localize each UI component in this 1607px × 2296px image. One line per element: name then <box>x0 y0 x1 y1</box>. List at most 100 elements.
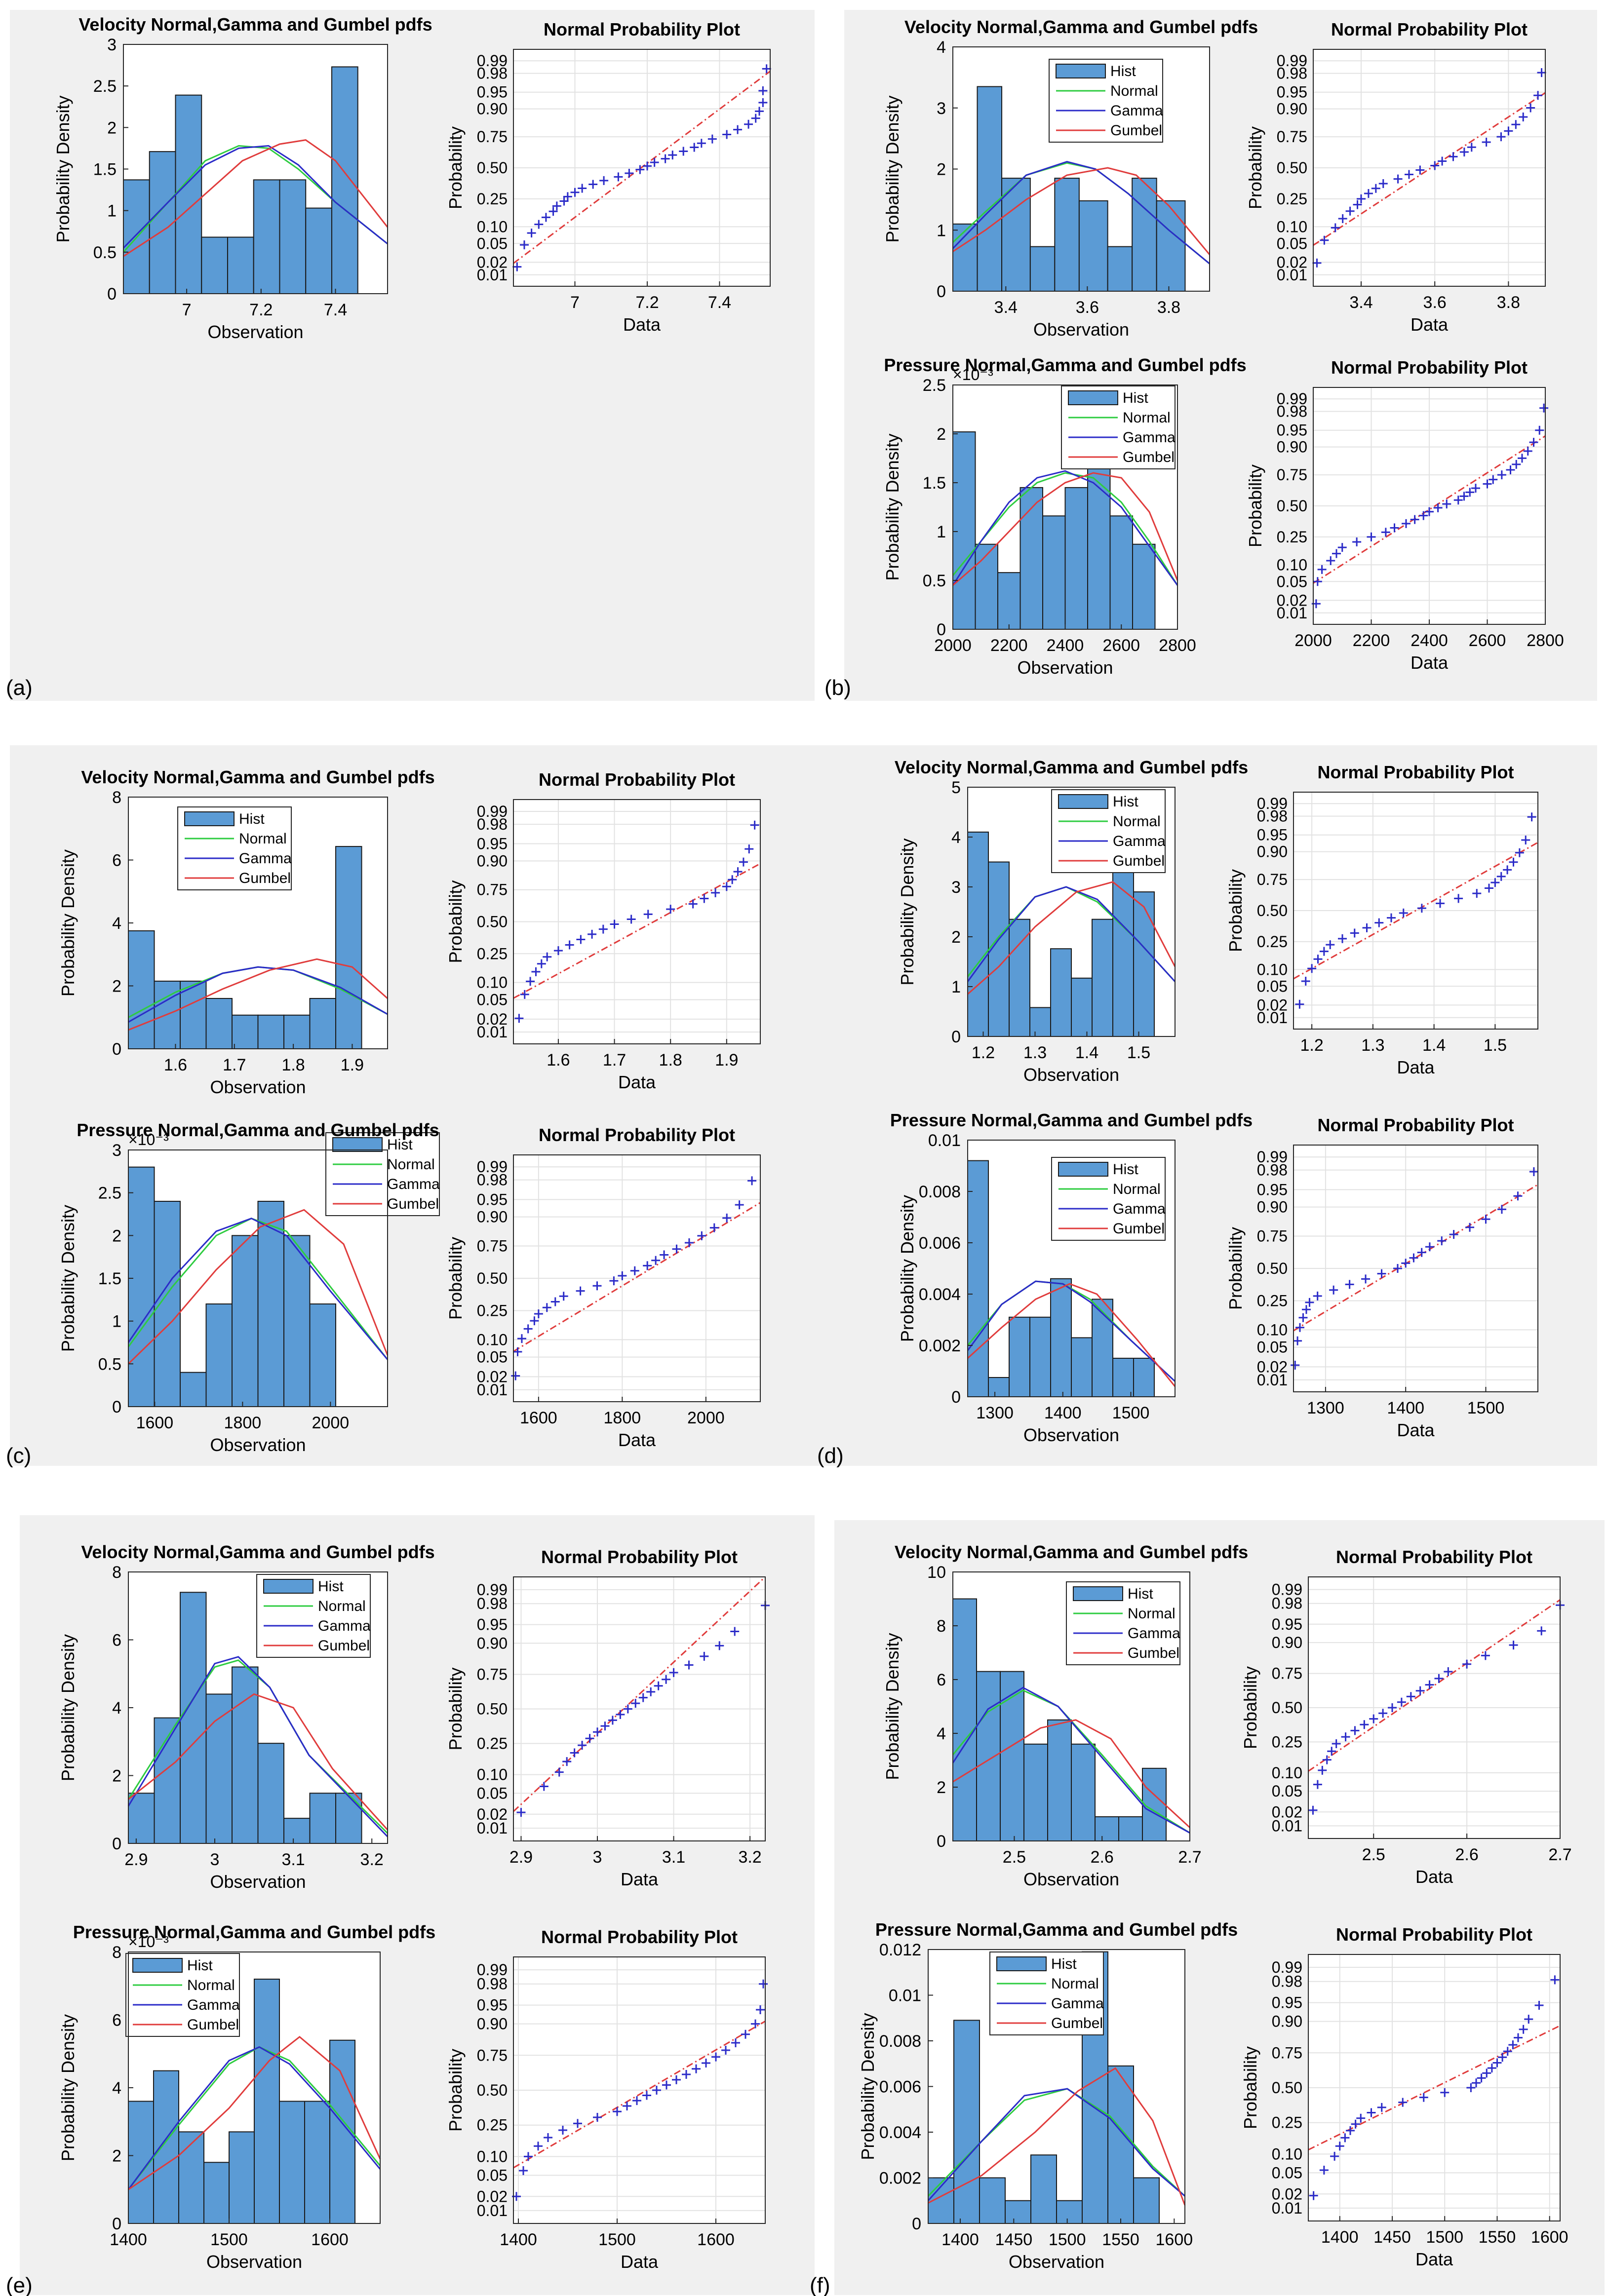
y-tick-label: 0.90 <box>477 100 508 118</box>
data-marker <box>1437 1236 1447 1246</box>
y-tick-label: 0.5 <box>923 572 946 590</box>
x-tick-label: 7.2 <box>249 301 273 319</box>
y-tick-label: 0.05 <box>477 991 508 1009</box>
x-tick-label: 1.8 <box>281 1056 305 1074</box>
probability-subplot: 0.010.020.050.100.250.500.750.900.950.98… <box>445 769 761 1092</box>
legend-label: Gamma <box>318 1618 371 1634</box>
data-marker <box>1399 908 1408 918</box>
y-tick-label: 0.75 <box>477 1237 508 1255</box>
y-tick-label: 0.99 <box>1272 1581 1302 1599</box>
legend-label: Gamma <box>1128 1625 1180 1642</box>
data-marker <box>709 1223 719 1232</box>
x-axis-label: Data <box>1397 1057 1435 1077</box>
probability-subplot: 0.010.020.050.100.250.500.750.900.950.98… <box>1225 1115 1538 1440</box>
data-marker <box>1301 1305 1311 1314</box>
x-tick-label: 2400 <box>1047 636 1084 655</box>
data-marker <box>669 1668 678 1677</box>
data-marker <box>613 2107 622 2116</box>
y-tick-label: 0.5 <box>98 1355 121 1374</box>
data-marker <box>643 1261 652 1270</box>
histogram-bar <box>953 2020 980 2224</box>
histogram-bar <box>1133 1358 1155 1397</box>
gamma-pdf-curve <box>952 1686 1190 1834</box>
y-axis-label: Probability Density <box>897 838 917 985</box>
histogram-bar <box>254 1979 280 2224</box>
data-marker <box>513 1347 522 1356</box>
axes-frame <box>952 1571 1190 1841</box>
data-marker <box>559 196 569 206</box>
data-marker <box>700 1651 709 1661</box>
histogram-bar <box>1023 1743 1048 1842</box>
axes-frame <box>1293 792 1538 1030</box>
data-marker <box>697 139 706 148</box>
data-marker <box>762 64 771 74</box>
y-tick-label: 0 <box>937 282 946 301</box>
x-tick-label: 3.4 <box>1349 293 1372 312</box>
y-tick-label: 0.95 <box>477 835 508 852</box>
legend-label: Gamma <box>1051 1995 1104 2012</box>
data-marker <box>559 1292 568 1301</box>
data-marker <box>650 158 659 167</box>
data-marker <box>511 1371 520 1380</box>
y-axis-label: Probability Density <box>58 849 78 996</box>
y-tick-label: 4 <box>112 1699 121 1718</box>
x-axis-label: Data <box>621 2252 659 2272</box>
data-marker <box>1360 1720 1369 1729</box>
y-tick-label: 0.90 <box>1277 100 1307 118</box>
histogram-bar <box>205 1303 233 1407</box>
gumbel-pdf-curve <box>128 958 388 1031</box>
data-marker <box>711 2052 720 2062</box>
data-marker <box>553 946 563 956</box>
legend: Hist Normal Gamma Gumbel <box>1061 385 1176 469</box>
x-tick-label: 7.4 <box>708 293 731 312</box>
x-tick-label: 7 <box>570 293 580 312</box>
gamma-pdf-curve <box>127 1656 389 1837</box>
data-marker <box>1482 2068 1491 2078</box>
legend-label: Normal <box>318 1598 366 1614</box>
x-tick-label: 1600 <box>1531 2228 1568 2247</box>
y-tick-label: 8 <box>112 1943 121 1962</box>
data-marker <box>1539 403 1549 413</box>
y-tick-label: 0.01 <box>1277 266 1307 284</box>
x-tick-label: 3.6 <box>1423 293 1447 312</box>
y-axis-label: Probability <box>445 2049 466 2132</box>
y-tick-label: 1 <box>951 978 961 996</box>
data-marker <box>1419 511 1428 520</box>
legend-hist-swatch <box>263 1579 314 1594</box>
y-tick-label: 0.25 <box>477 2116 508 2134</box>
data-marker <box>747 1176 757 1186</box>
y-tick-label: 0.05 <box>477 234 508 252</box>
data-marker <box>1444 1667 1453 1677</box>
y-tick-label: 0.10 <box>477 974 508 992</box>
histogram-bar <box>1071 1337 1093 1397</box>
gamma-pdf-curve <box>967 886 1176 982</box>
y-tick-label: 0.95 <box>477 1616 508 1634</box>
histogram-bar <box>305 207 332 294</box>
y-tick-label: 0.98 <box>1272 1595 1302 1612</box>
data-marker <box>541 213 550 222</box>
y-tick-label: 0.98 <box>1257 807 1288 825</box>
data-marker <box>554 1767 564 1777</box>
x-tick-label: 1400 <box>1387 1399 1424 1417</box>
probability-subplot: 0.010.020.050.100.250.500.750.900.950.98… <box>1240 1547 1572 1887</box>
legend-label: Normal <box>1113 1181 1161 1197</box>
axes-frame <box>952 46 1210 292</box>
data-marker <box>570 188 580 197</box>
legend-label: Hist <box>187 1957 213 1974</box>
x-tick-label: 7.2 <box>635 293 659 312</box>
chart-title: Velocity Normal,Gamma and Gumbel pdfs <box>81 767 434 787</box>
data-marker <box>1512 459 1521 469</box>
pdf-subplot: 0 1 2 3 4 5 Probability Density Hist Normal Gamma… <box>895 757 1248 1085</box>
data-marker <box>1293 1336 1302 1345</box>
data-marker <box>543 952 552 961</box>
data-marker <box>1489 475 1498 484</box>
y-tick-label: 0.90 <box>1257 843 1288 861</box>
normal-pdf-curve <box>952 472 1178 586</box>
histogram-bar <box>335 1793 362 1844</box>
gumbel-pdf-curve <box>967 1283 1176 1387</box>
legend-label: Hist <box>1113 794 1138 810</box>
data-marker <box>1406 1692 1415 1701</box>
y-tick-label: 0.10 <box>1272 2145 1302 2163</box>
y-axis-label: Probability <box>445 880 466 963</box>
legend-label: Gumbel <box>239 870 291 886</box>
